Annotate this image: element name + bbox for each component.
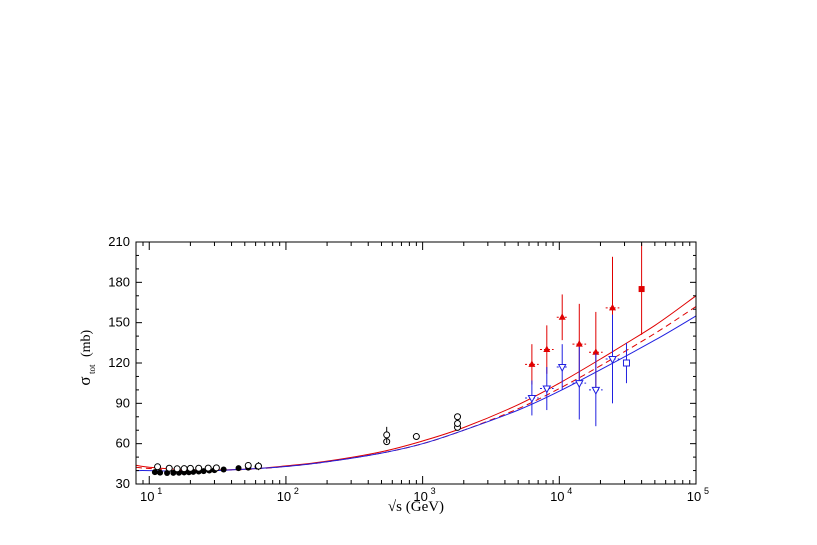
x-tick-label: 10 1	[140, 486, 162, 504]
data-point	[244, 461, 252, 469]
data-point	[220, 466, 227, 473]
y-tick-label: 150	[108, 315, 130, 330]
axis-ticks	[136, 241, 697, 485]
x-axis-label: √s (GeV)	[388, 499, 444, 515]
data-point	[173, 465, 181, 473]
x-tick-label: 10 3	[413, 486, 435, 504]
fit-curves	[135, 295, 697, 472]
data-point	[204, 464, 212, 472]
y-axis-subscript: tot	[87, 364, 97, 374]
data-point	[412, 433, 420, 441]
data-point	[638, 286, 645, 293]
data-point	[528, 360, 536, 367]
y-tick-label: 180	[108, 274, 130, 289]
data-point	[608, 355, 617, 365]
y-tick-label: 30	[116, 476, 130, 491]
data-point	[157, 469, 164, 476]
x-tick-exponent: 1	[157, 486, 162, 496]
x-tick-base: 10	[277, 489, 291, 504]
y-tick-label: 90	[116, 395, 130, 410]
data-point	[454, 420, 462, 427]
data-point	[557, 364, 567, 373]
x-tick-exponent: 3	[431, 486, 436, 496]
x-tick-label: 10 4	[550, 486, 572, 504]
fit-curve-3	[135, 315, 697, 472]
x-tick-base: 10	[140, 489, 154, 504]
x-tick-base: 10	[687, 489, 701, 504]
x-tick-exponent: 5	[704, 486, 709, 496]
y-tick-label: 210	[108, 234, 130, 249]
data-point	[180, 465, 188, 473]
y-axis-sigma: σ	[75, 376, 94, 385]
data-point	[574, 380, 584, 389]
data-point	[255, 462, 263, 470]
data-point	[543, 345, 551, 353]
data-point	[186, 464, 194, 472]
data-point	[165, 464, 173, 472]
y-tick-label: 60	[116, 436, 130, 451]
data-point	[558, 313, 566, 320]
x-tick-exponent: 4	[567, 486, 572, 496]
data-point	[212, 464, 220, 472]
fit-curve-1	[135, 295, 697, 471]
fit-curve-2	[135, 306, 697, 472]
data-point	[154, 463, 162, 471]
data-points	[151, 243, 645, 476]
data-point	[592, 348, 600, 355]
x-tick-label: 10 5	[687, 486, 709, 504]
data-point	[195, 464, 203, 472]
x-tick-base: 10	[413, 489, 427, 504]
y-tick-label: 120	[108, 355, 130, 370]
data-point	[542, 385, 552, 394]
data-point	[383, 431, 391, 439]
data-point	[454, 413, 462, 421]
data-point	[622, 359, 630, 367]
data-point	[591, 386, 601, 395]
x-tick-base: 10	[550, 489, 564, 504]
y-axis-unit: (mb)	[79, 329, 94, 357]
data-point	[527, 394, 537, 404]
data-point	[151, 469, 158, 476]
data-point	[235, 465, 242, 472]
data-point	[609, 303, 617, 311]
x-tick-label: 10 2	[277, 486, 299, 504]
data-point	[575, 340, 583, 347]
x-tick-exponent: 2	[294, 486, 299, 496]
y-axis-label: σ tot (mb)	[75, 329, 97, 385]
